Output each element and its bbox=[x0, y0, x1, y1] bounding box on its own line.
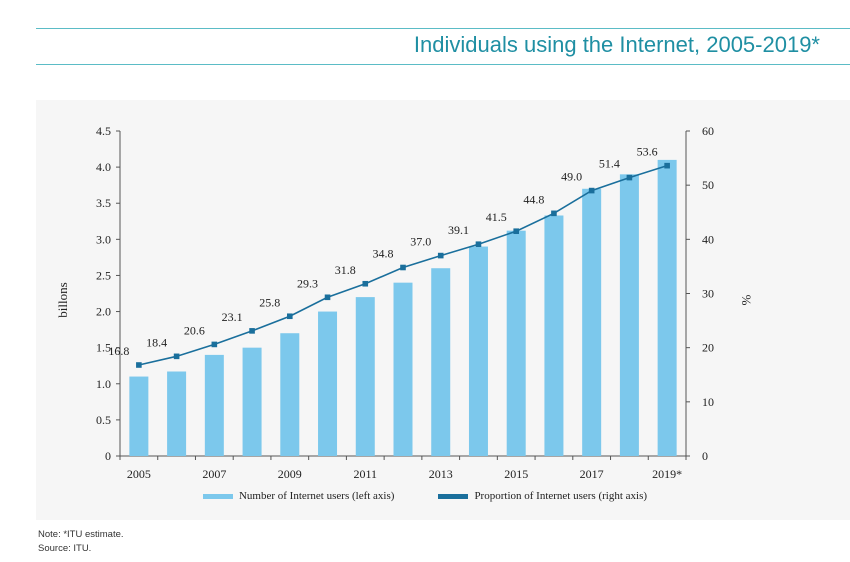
x-tick-label: 2009 bbox=[278, 467, 302, 481]
bar bbox=[468, 246, 488, 456]
left-tick-label: 0 bbox=[105, 449, 111, 463]
left-tick-label: 4.0 bbox=[96, 160, 111, 174]
bar bbox=[242, 347, 262, 456]
legend-item-proportion: Proportion of Internet users (right axis… bbox=[438, 490, 647, 502]
right-tick-label: 40 bbox=[702, 232, 714, 246]
right-tick-label: 10 bbox=[702, 395, 714, 409]
line-point bbox=[211, 341, 218, 348]
legend: Number of Internet users (left axis) Pro… bbox=[0, 490, 850, 502]
left-tick-label: 0.5 bbox=[96, 413, 111, 427]
right-tick-label: 30 bbox=[702, 287, 714, 301]
line-point bbox=[551, 210, 557, 217]
bar bbox=[657, 159, 677, 456]
line-point bbox=[287, 313, 293, 320]
title-rule-top bbox=[36, 28, 850, 29]
line-point bbox=[475, 241, 482, 248]
line-point bbox=[588, 187, 595, 194]
bar bbox=[506, 230, 526, 456]
bar bbox=[619, 174, 639, 457]
data-label: 23.1 bbox=[222, 310, 243, 324]
left-tick-label: 3.5 bbox=[96, 196, 111, 210]
left-tick-label: 4.5 bbox=[96, 124, 111, 138]
line-point bbox=[324, 294, 331, 301]
line-point bbox=[513, 228, 519, 235]
line-point bbox=[173, 353, 180, 360]
x-tick-label: 2015 bbox=[504, 467, 528, 481]
data-label: 25.8 bbox=[259, 295, 280, 309]
right-tick-label: 50 bbox=[702, 178, 714, 192]
data-label: 39.1 bbox=[448, 223, 469, 237]
legend-label-users: Number of Internet users (left axis) bbox=[238, 490, 395, 502]
line-point bbox=[437, 252, 444, 259]
bar bbox=[355, 297, 375, 456]
left-tick-label: 1.5 bbox=[96, 341, 111, 355]
right-tick-label: 20 bbox=[702, 341, 714, 355]
x-tick-label: 2005 bbox=[127, 467, 151, 481]
left-tick-label: 1.0 bbox=[96, 377, 111, 391]
left-tick-label: 3.0 bbox=[96, 232, 111, 246]
line-point bbox=[136, 362, 142, 368]
line-point bbox=[664, 162, 670, 169]
right-tick-label: 0 bbox=[702, 449, 708, 463]
bar bbox=[431, 268, 451, 456]
legend-swatch-line bbox=[438, 493, 469, 499]
bar bbox=[582, 188, 602, 456]
bar bbox=[544, 215, 564, 456]
x-tick-label: 2013 bbox=[429, 467, 453, 481]
data-label: 53.6 bbox=[637, 145, 658, 159]
x-tick-label: 2007 bbox=[202, 467, 226, 481]
line-point bbox=[249, 328, 255, 334]
bar bbox=[167, 371, 187, 456]
legend-label-proportion: Proportion of Internet users (right axis… bbox=[474, 490, 648, 502]
data-label: 31.8 bbox=[335, 263, 356, 277]
bar bbox=[393, 282, 413, 456]
x-tick-label: 2011 bbox=[353, 467, 377, 481]
left-tick-label: 2.0 bbox=[96, 305, 111, 319]
right-tick-label: 60 bbox=[702, 124, 714, 138]
source-text: Source: ITU. bbox=[38, 543, 92, 554]
data-label: 20.6 bbox=[184, 323, 205, 337]
legend-item-users: Number of Internet users (left axis) bbox=[202, 490, 395, 502]
data-label: 16.8 bbox=[108, 344, 129, 358]
data-label: 41.5 bbox=[486, 210, 507, 224]
bar bbox=[318, 311, 338, 456]
line-point bbox=[362, 280, 369, 287]
right-axis-title: % bbox=[739, 295, 754, 306]
title-rule-bottom bbox=[36, 64, 850, 65]
data-label: 34.8 bbox=[373, 247, 394, 261]
bar bbox=[129, 376, 149, 456]
bar bbox=[280, 333, 300, 456]
chart-title: Individuals using the Internet, 2005-201… bbox=[413, 32, 820, 57]
note-text: Note: *ITU estimate. bbox=[38, 529, 124, 540]
line-point bbox=[626, 174, 633, 181]
left-tick-label: 2.5 bbox=[96, 268, 111, 282]
x-tick-label: 2017 bbox=[580, 467, 604, 481]
x-tick-label: 2019* bbox=[652, 467, 682, 481]
bar bbox=[204, 354, 224, 456]
data-label: 37.0 bbox=[410, 235, 431, 249]
left-axis-title: billons bbox=[55, 282, 70, 317]
line-point bbox=[400, 264, 406, 271]
notes: Note: *ITU estimate. Source: ITU. bbox=[38, 528, 124, 556]
data-label: 49.0 bbox=[561, 170, 582, 184]
data-label: 29.3 bbox=[297, 276, 318, 290]
data-label: 18.4 bbox=[146, 335, 167, 349]
legend-swatch-bar bbox=[202, 493, 233, 499]
data-label: 51.4 bbox=[599, 157, 620, 171]
data-label: 44.8 bbox=[523, 192, 544, 206]
